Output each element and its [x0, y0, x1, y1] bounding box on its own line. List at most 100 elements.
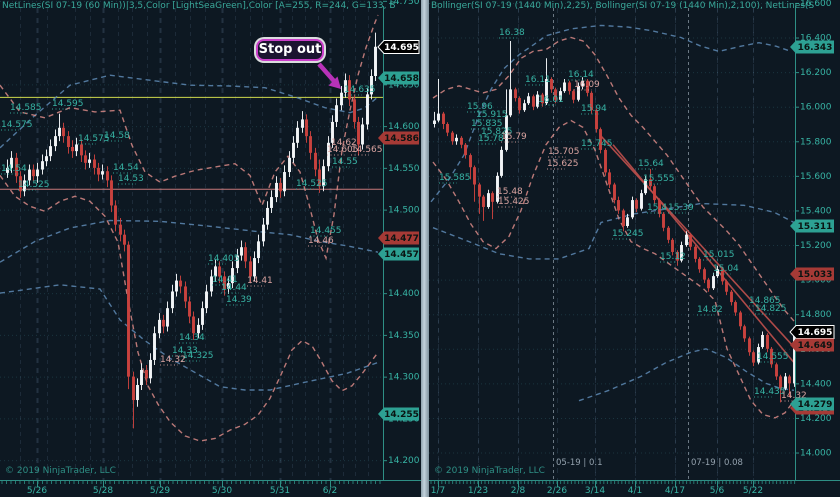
price-badge-value: 15.311: [798, 222, 833, 232]
candle-body: [136, 385, 139, 401]
candle-body: [253, 258, 256, 277]
candle-body: [296, 127, 299, 143]
candle-body: [270, 197, 273, 208]
candle-body: [487, 193, 490, 207]
candle-body: [374, 46, 377, 76]
candle-body: [101, 171, 104, 175]
candle-body: [680, 245, 683, 261]
candle-body: [491, 193, 494, 202]
candle-body: [460, 137, 463, 145]
netline-label: 15.64: [638, 159, 664, 169]
candles-group: [6, 32, 377, 429]
netline-label: 15.12: [660, 252, 686, 262]
candle-body: [446, 123, 449, 133]
candle-body: [554, 89, 557, 100]
candle-body: [19, 176, 22, 192]
netline-label: 15.015: [703, 250, 735, 260]
candle-body: [739, 312, 742, 327]
netline-label: 14.41: [247, 276, 273, 286]
candle-body: [478, 184, 481, 197]
candle-body: [49, 146, 52, 157]
price-tick-label: 14.300: [388, 373, 420, 383]
price-badge-value: 14.658: [384, 74, 419, 84]
stop-out-annotation[interactable]: Stop out: [256, 39, 324, 61]
price-badge-value: 14.695: [798, 328, 833, 338]
candle-body: [279, 182, 282, 192]
price-tick-label: 15.800: [800, 137, 832, 147]
netline-label: 14.82: [697, 305, 723, 315]
price-badge-value: 14.279: [798, 400, 833, 410]
netline-label: 15.625: [547, 159, 579, 169]
candle-body: [689, 234, 692, 247]
candle-body: [631, 200, 634, 218]
netline-label: 15.585: [439, 173, 471, 183]
bollinger-band-line: [432, 119, 795, 419]
candle-body: [743, 326, 746, 339]
candle-body: [127, 244, 130, 377]
netline-label: 15.245: [612, 229, 644, 239]
price-badge-value: 14.586: [384, 134, 419, 144]
trendline: [612, 144, 795, 364]
bollinger-band-line: [0, 174, 379, 442]
netline-label: 14.55: [332, 157, 358, 167]
price-tick-label: 14.350: [388, 331, 420, 341]
date-label: 4/1: [628, 486, 642, 496]
rollover-label: 05-19 | 0.1: [556, 458, 602, 468]
candle-body: [361, 124, 364, 145]
candle-body: [331, 121, 334, 143]
candle-body: [577, 85, 580, 100]
candle-body: [473, 167, 476, 185]
netline-label: 14.325: [182, 351, 214, 361]
candle-body: [45, 156, 48, 162]
price-badge-value: 14.255: [384, 410, 419, 420]
date-label: 5/31: [270, 486, 290, 496]
candle-body: [240, 247, 243, 256]
candle-body: [162, 319, 165, 327]
candle-body: [622, 210, 625, 227]
moving-average-line: [0, 74, 379, 149]
price-tick-label: 14.750: [388, 0, 420, 7]
candle-body: [532, 96, 535, 107]
candle-body: [32, 169, 35, 177]
netline-label: 14.32: [781, 391, 807, 401]
candle-body: [779, 376, 782, 389]
price-badge: [378, 247, 419, 261]
candle-body: [752, 352, 755, 363]
candle-body: [437, 113, 440, 121]
candle-body: [227, 283, 230, 289]
price-badge-value: 16.343: [798, 43, 833, 53]
candle-body: [97, 167, 100, 175]
candle-body: [685, 234, 688, 246]
candle-body: [730, 291, 733, 303]
netline-label: 14.46: [308, 236, 334, 246]
candle-body: [500, 149, 503, 176]
candle-body: [784, 376, 787, 389]
candle-body: [536, 94, 539, 107]
panel-splitter[interactable]: [421, 0, 429, 497]
candle-body: [568, 82, 571, 92]
candle-body: [775, 364, 778, 377]
price-badge: [378, 231, 419, 245]
chart-panel-daily: Bollinger(SI 07-19 (1440 Min),2,25), Bol…: [429, 0, 840, 497]
candle-body: [249, 261, 252, 277]
price-tick-label: 16.200: [800, 68, 832, 78]
price-badge: [377, 40, 420, 54]
candle-body: [257, 241, 260, 259]
candle-body: [62, 127, 65, 137]
candle-body: [231, 268, 234, 284]
candle-body: [88, 159, 91, 163]
candle-body: [725, 281, 728, 292]
candle-body: [523, 103, 526, 111]
netline-label: 15.555: [643, 174, 675, 184]
netline-label: 14.455: [310, 226, 342, 236]
candle-body: [106, 171, 109, 181]
netline-label: 14.54: [113, 163, 139, 173]
candle-body: [23, 180, 26, 192]
moving-average-line: [430, 24, 792, 203]
candle-body: [266, 207, 269, 225]
right-chart-canvas[interactable]: 05-19 | 0.1 07-19 | 0.08 16.38 16.11 16.01 16…: [429, 0, 840, 497]
stop-out-arrow: [317, 62, 337, 84]
price-badge: [789, 325, 835, 339]
